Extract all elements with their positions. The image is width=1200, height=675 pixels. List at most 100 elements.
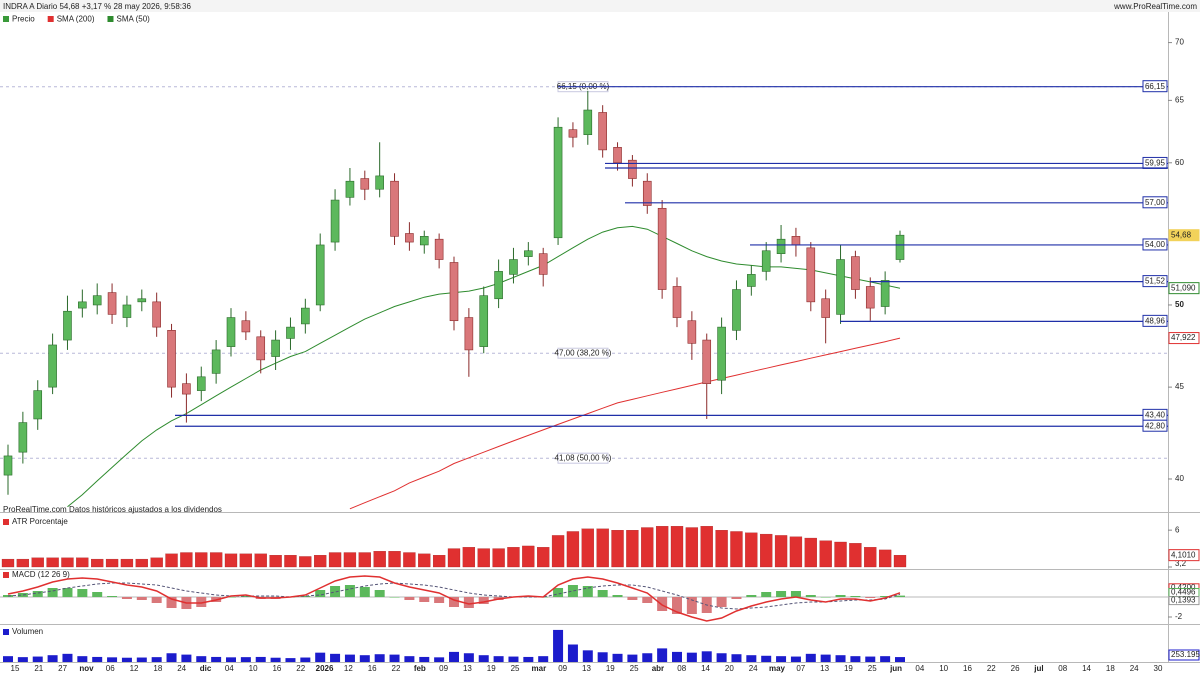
volume-bar bbox=[77, 656, 88, 662]
atr-bar bbox=[328, 552, 342, 568]
legend-swatch bbox=[47, 16, 54, 22]
volume-bar bbox=[567, 644, 578, 662]
macd-histogram-bar bbox=[478, 597, 489, 604]
x-tick-label: 25 bbox=[868, 664, 877, 673]
atr-bar bbox=[804, 537, 817, 568]
macd-line bbox=[7, 575, 901, 622]
macd-histogram-bar bbox=[47, 588, 58, 597]
macd-histogram-bar bbox=[716, 597, 727, 607]
volume-bar bbox=[211, 656, 222, 662]
atr-bar bbox=[165, 553, 178, 568]
candle-body bbox=[895, 234, 905, 260]
volume-bar bbox=[300, 657, 311, 662]
volume-bar bbox=[553, 629, 564, 662]
x-tick-label: 22 bbox=[987, 664, 996, 673]
candle-body bbox=[464, 317, 474, 351]
x-tick-label: 07 bbox=[796, 664, 805, 673]
price-badge-label: 51,090 bbox=[1171, 283, 1196, 292]
x-tick-label: 10 bbox=[249, 664, 258, 673]
macd-histogram-bar bbox=[790, 591, 801, 597]
x-tick-label: nov bbox=[79, 664, 94, 673]
volume-bar bbox=[32, 656, 43, 662]
x-tick-label: 27 bbox=[58, 664, 67, 673]
candle-body bbox=[479, 295, 489, 347]
volume-bar bbox=[181, 654, 192, 662]
atr-bar bbox=[834, 541, 847, 568]
level-label: 59,95 bbox=[1145, 159, 1166, 168]
candle-body bbox=[568, 129, 578, 138]
atr-bar bbox=[269, 555, 282, 568]
panel-title: ATR Porcentaje bbox=[12, 517, 68, 526]
panel-icon bbox=[3, 519, 9, 525]
candle-body bbox=[672, 286, 682, 318]
candle-body bbox=[494, 271, 503, 300]
x-tick-label: feb bbox=[414, 664, 426, 673]
header-bar bbox=[0, 0, 1200, 12]
x-tick-label: 25 bbox=[511, 664, 520, 673]
candle-body bbox=[538, 253, 548, 275]
macd-histogram-bar bbox=[672, 597, 682, 614]
volume-bar bbox=[776, 656, 787, 662]
candle-body bbox=[390, 180, 399, 237]
y-tick-label: 45 bbox=[1175, 382, 1184, 391]
x-tick-label: 14 bbox=[701, 664, 710, 673]
volume-bar bbox=[850, 656, 861, 662]
atr-bar bbox=[596, 528, 609, 568]
candle-body bbox=[687, 320, 697, 344]
candle-body bbox=[271, 339, 280, 357]
volume-bar bbox=[315, 652, 326, 662]
level-label: 54,00 bbox=[1145, 240, 1166, 249]
atr-bar bbox=[864, 547, 877, 568]
x-tick-label: 19 bbox=[606, 664, 615, 673]
atr-bar bbox=[373, 551, 386, 568]
price-badge bbox=[1168, 332, 1200, 345]
atr-bar bbox=[343, 552, 357, 568]
candle-body bbox=[18, 422, 28, 453]
macd-histogram-bar bbox=[136, 597, 147, 600]
level-label: 57,00 bbox=[1145, 198, 1166, 207]
candle-body bbox=[360, 178, 370, 190]
volume-bar bbox=[463, 653, 474, 662]
x-tick-label: 19 bbox=[844, 664, 853, 673]
atr-bar bbox=[432, 555, 446, 568]
panel-icon bbox=[3, 572, 9, 578]
candle-body bbox=[241, 320, 251, 333]
candle-body bbox=[613, 147, 622, 164]
macd-histogram-bar bbox=[32, 591, 43, 597]
volume-bar bbox=[285, 658, 296, 662]
volume-bar bbox=[642, 653, 653, 662]
candle-body bbox=[449, 262, 459, 322]
volume-bar bbox=[523, 656, 534, 662]
atr-bar bbox=[492, 548, 505, 568]
x-tick-label: 22 bbox=[296, 664, 305, 673]
volume-bar bbox=[344, 654, 355, 662]
macd-histogram-bar bbox=[226, 597, 236, 598]
source-note: ProRealTime.com Datos históricos ajustad… bbox=[3, 505, 222, 514]
macd-histogram-bar bbox=[880, 596, 891, 597]
macd-histogram-bar bbox=[300, 596, 311, 597]
atr-bar bbox=[551, 535, 565, 568]
price-badge-label: 47,922 bbox=[1171, 333, 1196, 342]
volume-bar bbox=[686, 652, 697, 662]
candle-body bbox=[48, 344, 57, 388]
atr-bar bbox=[46, 557, 59, 568]
macd-badge-label: 0,1393 bbox=[1171, 596, 1196, 605]
atr-bar bbox=[150, 557, 163, 568]
x-tick-label: 12 bbox=[344, 664, 353, 673]
candle-body bbox=[286, 326, 295, 339]
x-tick-label: 16 bbox=[368, 664, 377, 673]
volume-bar bbox=[92, 656, 103, 662]
x-tick-label: 26 bbox=[1011, 664, 1020, 673]
atr-bar bbox=[581, 528, 594, 568]
volume-bar bbox=[731, 654, 742, 662]
candle-body bbox=[33, 390, 43, 420]
macd-histogram-bar bbox=[597, 590, 608, 597]
level-label: 66,15 bbox=[1145, 82, 1166, 91]
candle-body bbox=[509, 259, 518, 275]
candle-body bbox=[836, 259, 845, 315]
volume-bar bbox=[657, 648, 668, 662]
macd-histogram-bar bbox=[612, 595, 623, 597]
candle-body bbox=[524, 250, 533, 257]
x-tick-label: 18 bbox=[1106, 664, 1115, 673]
fib-label-box bbox=[557, 452, 609, 464]
